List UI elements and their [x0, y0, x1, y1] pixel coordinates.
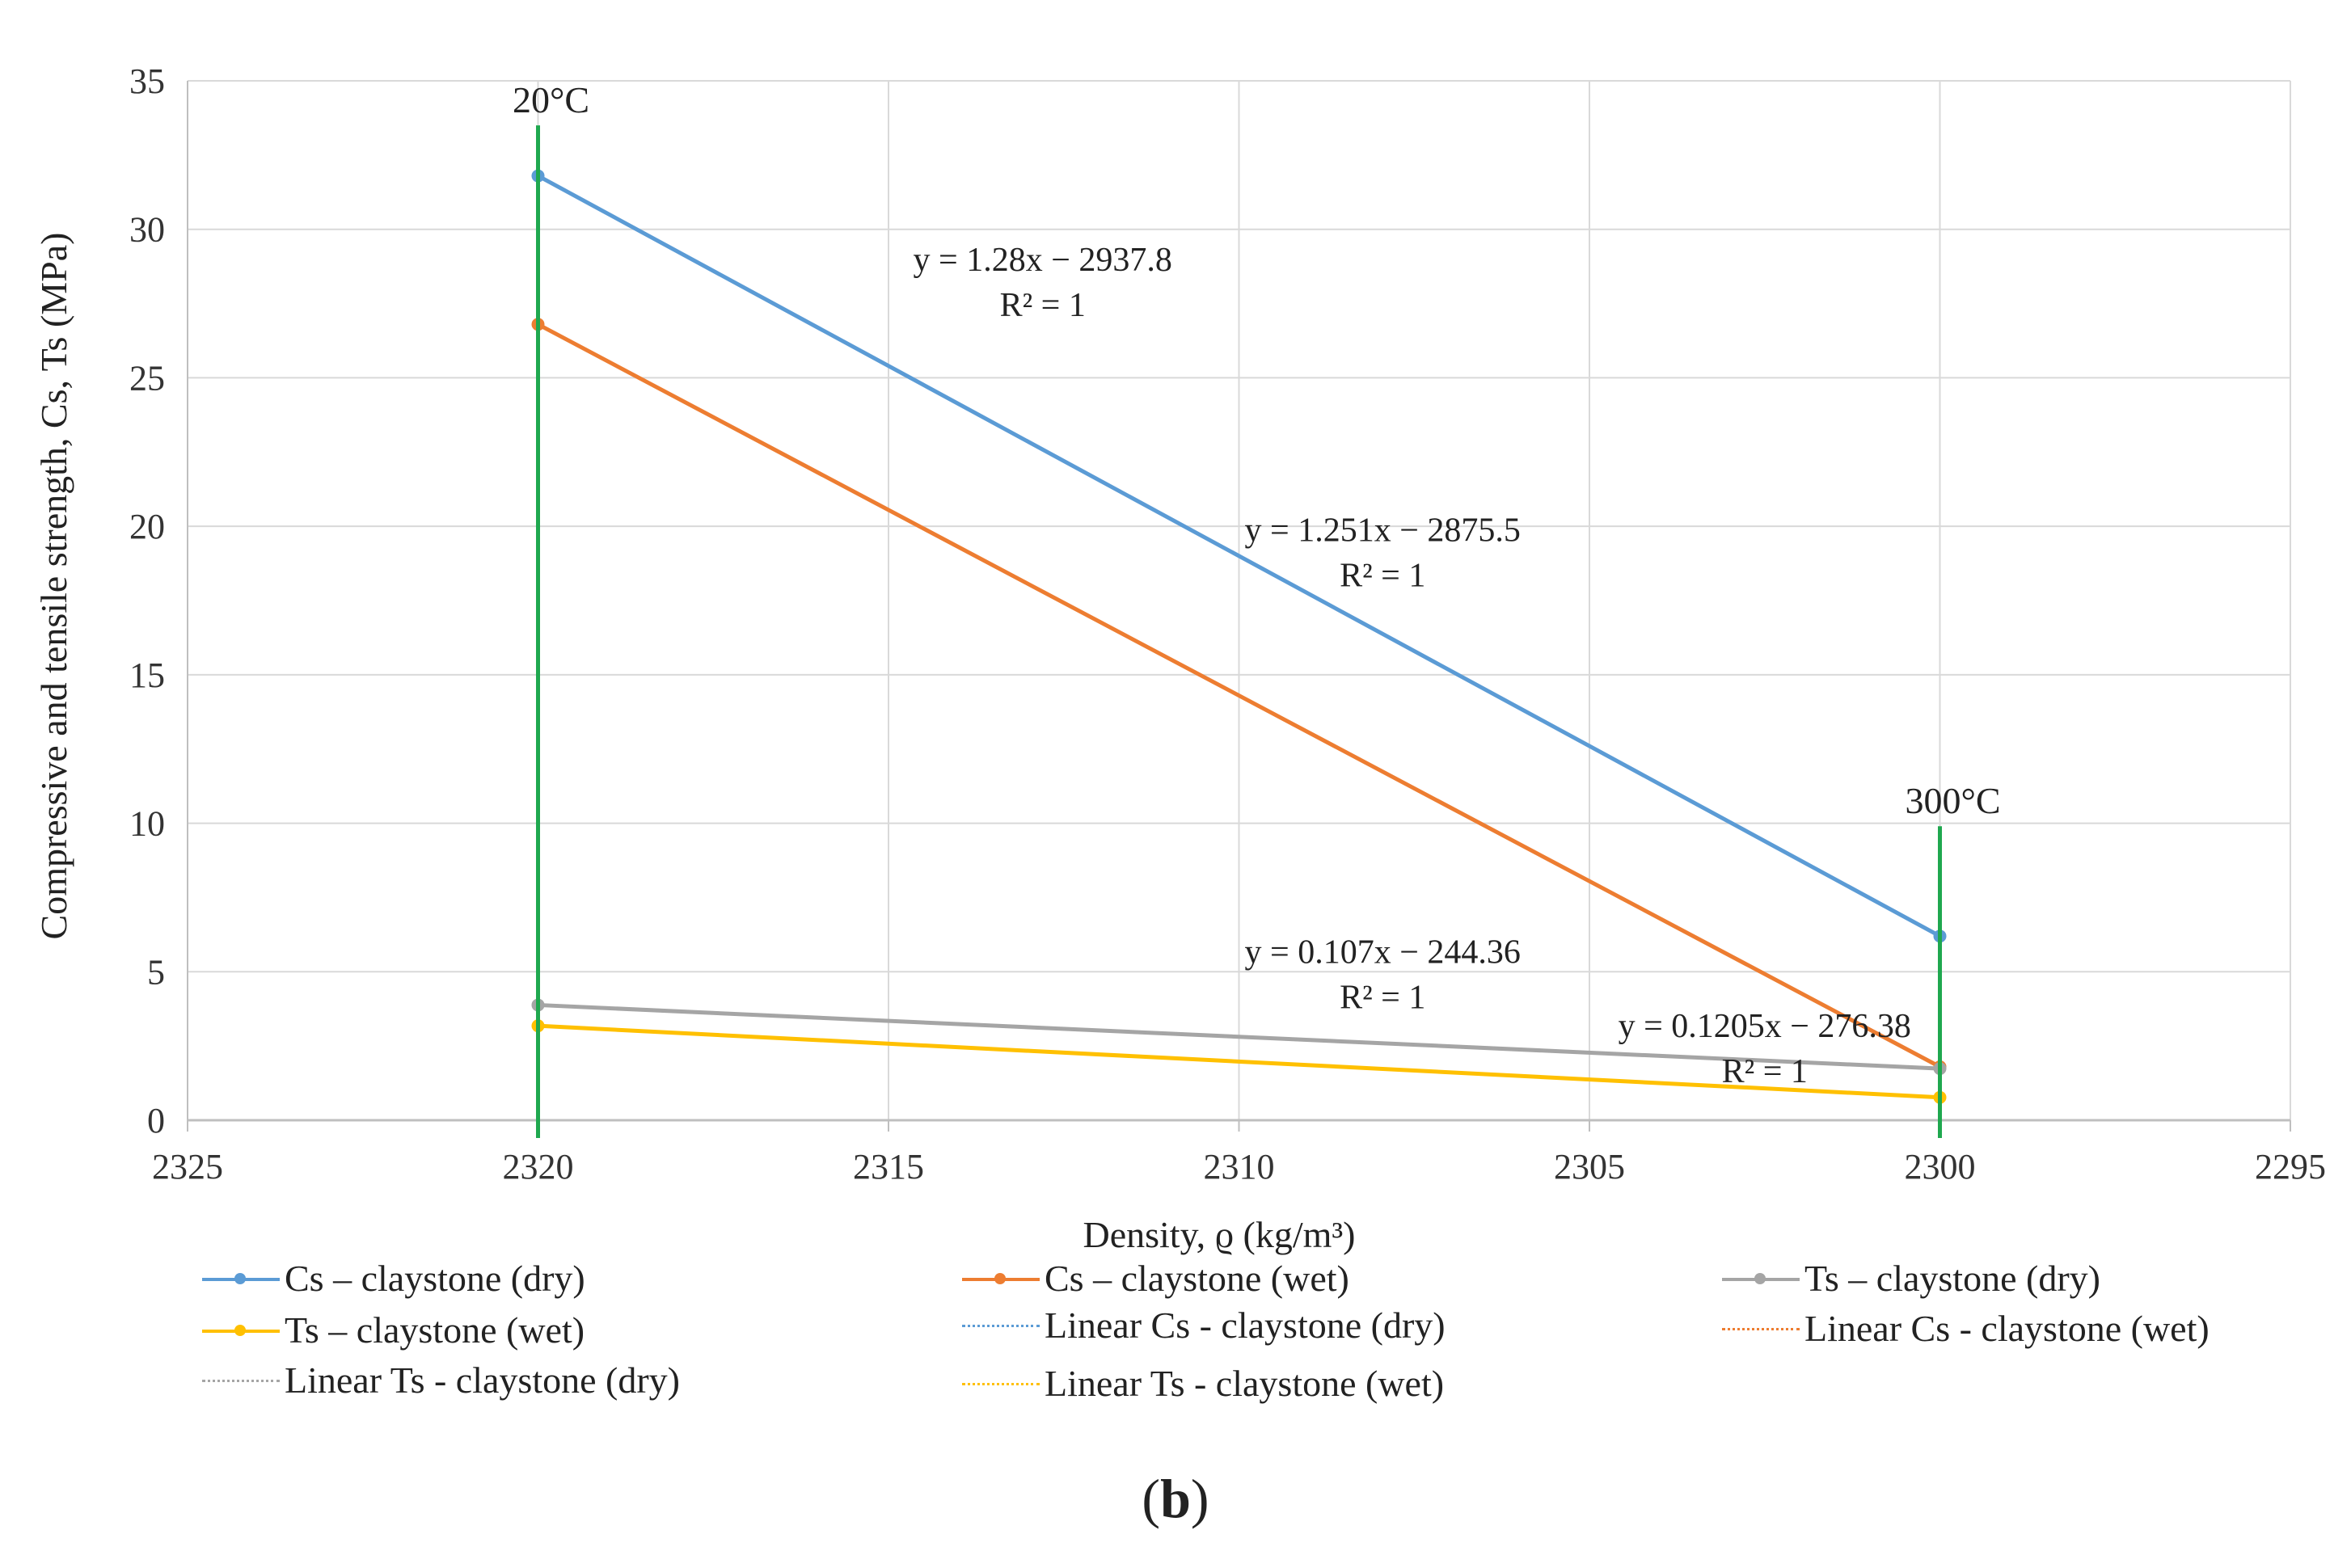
trendline-equations: y = 1.28x − 2937.8 R² = 1 y = 1.251x − 287… [914, 242, 1911, 1090]
legend-label-cs-wet: Cs – claystone (wet) [1045, 1258, 1349, 1299]
legend-item-linear-ts-wet: Linear Ts - claystone (wet) [962, 1362, 1444, 1405]
legend-item-linear-cs-dry: Linear Cs - claystone (dry) [962, 1304, 1446, 1347]
series-group [531, 169, 1947, 1104]
legend-label-linear-ts-dry: Linear Ts - claystone (dry) [285, 1359, 680, 1401]
y-tick-label: 15 [129, 655, 165, 695]
x-axis-title: Density, ϱ (kg/m³) [1083, 1214, 1355, 1255]
legend-item-linear-cs-wet: Linear Cs - claystone (wet) [1722, 1307, 2210, 1350]
y-tick-label: 30 [129, 210, 165, 250]
legend-label-ts-wet: Ts – claystone (wet) [285, 1309, 585, 1351]
legend-item-linear-ts-dry: Linear Ts - claystone (dry) [202, 1359, 680, 1402]
y-tick-label: 0 [147, 1101, 165, 1140]
series-line-2 [538, 1002, 1940, 1071]
panel-label-open: ( [1142, 1468, 1161, 1529]
legend-item-ts-wet: Ts – claystone (wet) [202, 1309, 585, 1351]
x-tick-label: 2320 [503, 1147, 574, 1187]
r-squared-label: R² = 1 [1722, 1053, 1808, 1090]
legend-swatch-linear-cs-wet [1722, 1321, 1800, 1337]
panel-label-close: ) [1190, 1468, 1209, 1529]
x-tick-label: 2310 [1204, 1147, 1275, 1187]
y-tick-label: 5 [147, 952, 165, 992]
r-squared-label: R² = 1 [1340, 979, 1425, 1016]
temperature-marker-label-1: 300°C [1905, 780, 2000, 821]
y-tick-label: 20 [129, 507, 165, 546]
y-tick-label: 10 [129, 804, 165, 844]
equation-label: y = 0.1205x − 276.38 [1619, 1008, 1911, 1045]
legend-swatch-linear-ts-wet [962, 1376, 1040, 1392]
legend-item-ts-dry: Ts – claystone (dry) [1722, 1257, 2100, 1300]
temperature-marker-label-0: 20°C [513, 79, 589, 120]
x-tick-label: 2325 [152, 1147, 223, 1187]
x-tick-label: 2305 [1554, 1147, 1625, 1187]
series-line-1 [537, 322, 1941, 1069]
legend-label-cs-dry: Cs – claystone (dry) [285, 1258, 585, 1299]
y-axis-title: Compressive and tensile strength, Cs, Ts… [33, 233, 74, 940]
legend-label-linear-cs-dry: Linear Cs - claystone (dry) [1045, 1305, 1446, 1346]
series-line-0 [537, 174, 1941, 938]
x-tick-label: 2295 [2255, 1147, 2326, 1187]
y-tick-label: 25 [129, 358, 165, 398]
series-line-3 [538, 1023, 1940, 1100]
equation-label: y = 1.251x − 2875.5 [1245, 512, 1521, 550]
equation-label: y = 1.28x − 2937.8 [914, 242, 1172, 279]
r-squared-label: R² = 1 [1000, 287, 1086, 324]
legend: Cs – claystone (dry) Cs – claystone (wet… [202, 1257, 2304, 1435]
temperature-markers: 20°C 300°C [513, 79, 2001, 1138]
r-squared-label: R² = 1 [1340, 558, 1425, 595]
legend-swatch-linear-cs-dry [962, 1317, 1040, 1334]
gridlines [187, 80, 2291, 1121]
legend-item-cs-wet: Cs – claystone (wet) [962, 1257, 1349, 1300]
panel-label: (b) [0, 1467, 2351, 1531]
legend-label-linear-ts-wet: Linear Ts - claystone (wet) [1045, 1363, 1445, 1404]
legend-item-cs-dry: Cs – claystone (dry) [202, 1257, 585, 1300]
axes: 0 5 10 15 20 25 30 35 2325 2320 2315 2310 2305 2300 22… [129, 61, 2326, 1187]
y-tick-label: 35 [129, 61, 165, 101]
legend-swatch-cs-wet [962, 1271, 1040, 1287]
equation-label: y = 0.107x − 244.36 [1245, 934, 1521, 971]
legend-label-ts-dry: Ts – claystone (dry) [1804, 1258, 2100, 1299]
x-tick-label: 2315 [853, 1147, 924, 1187]
legend-swatch-cs-dry [202, 1271, 280, 1287]
legend-swatch-ts-dry [1722, 1271, 1800, 1287]
legend-label-linear-cs-wet: Linear Cs - claystone (wet) [1804, 1308, 2210, 1349]
x-tick-label: 2300 [1905, 1147, 1976, 1187]
legend-swatch-linear-ts-dry [202, 1372, 280, 1389]
panel-label-letter: b [1160, 1468, 1191, 1529]
legend-swatch-ts-wet [202, 1322, 280, 1338]
